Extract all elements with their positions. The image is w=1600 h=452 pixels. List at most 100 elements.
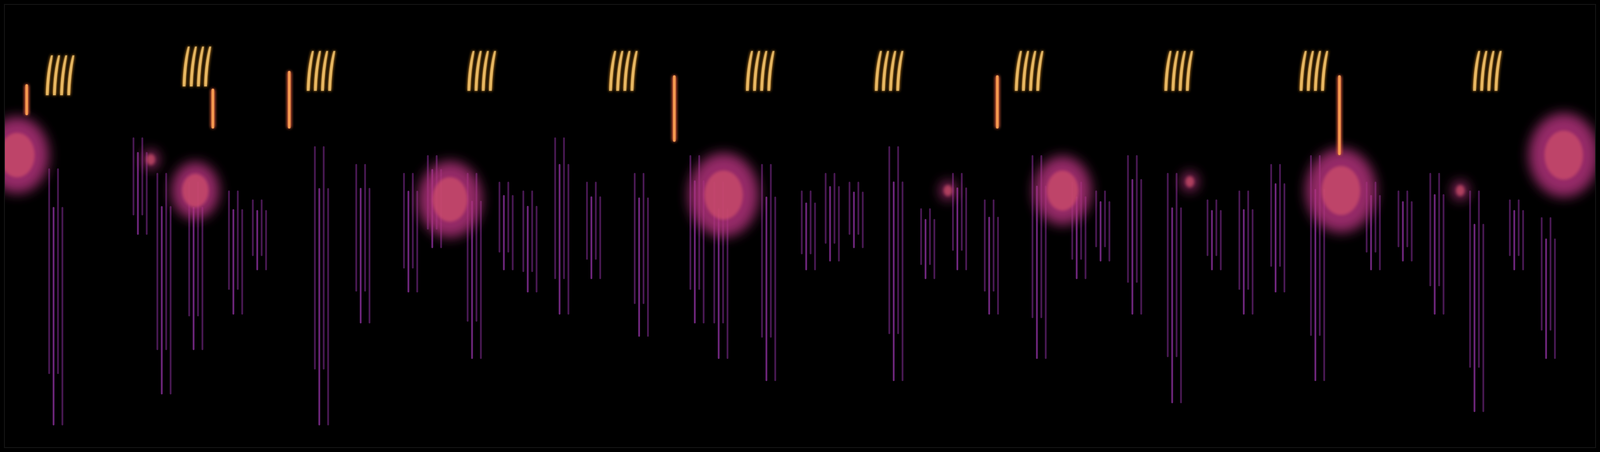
streak-line — [983, 199, 986, 292]
streak-line — [805, 202, 808, 271]
chirp-stroke — [767, 51, 775, 91]
chirp-core — [1178, 51, 1186, 91]
streak-line — [992, 199, 995, 292]
streak-line — [1242, 209, 1245, 315]
streak-line — [814, 202, 817, 271]
chirp-stroke — [328, 51, 336, 91]
streak-line — [1270, 164, 1273, 268]
streak-line — [498, 181, 501, 253]
streak-line — [801, 190, 803, 255]
chirp-stroke — [1178, 51, 1186, 91]
chirp-stroke — [1313, 51, 1322, 91]
streak-line — [1438, 173, 1441, 287]
chirp-stroke — [481, 51, 490, 91]
chirp-stroke — [1299, 51, 1307, 91]
streak-glow — [286, 71, 292, 129]
patch-core — [182, 173, 209, 208]
streak — [1270, 164, 1286, 293]
streak-line — [594, 181, 597, 260]
streak-line — [512, 195, 514, 271]
patch — [1306, 148, 1377, 233]
streak — [228, 190, 244, 315]
streak-line — [929, 208, 931, 266]
chirp-core — [630, 51, 638, 91]
streak-line — [165, 173, 168, 351]
streak — [24, 84, 29, 116]
streak-line — [322, 146, 325, 371]
streak — [1540, 217, 1556, 360]
patch-core — [432, 177, 468, 223]
streak-line — [416, 191, 418, 294]
streak-line — [1478, 190, 1480, 369]
streak — [983, 199, 999, 315]
streak-line — [192, 207, 195, 351]
streak — [132, 137, 148, 236]
patch-core — [1321, 166, 1361, 216]
streak-line — [1397, 190, 1400, 248]
background — [0, 0, 1600, 452]
streak — [1397, 190, 1413, 262]
chirp-stroke — [1494, 51, 1502, 91]
streak-line — [527, 206, 529, 293]
streak-line — [1035, 185, 1038, 360]
patch-core — [943, 184, 953, 196]
streak-line — [1517, 199, 1520, 257]
streak-line — [933, 218, 936, 280]
chirp-core — [1029, 51, 1037, 91]
chirp — [874, 51, 904, 91]
streak-line — [857, 181, 860, 236]
streak-line — [965, 187, 968, 271]
streak-line — [1401, 201, 1404, 262]
streak-line — [829, 186, 832, 262]
patch-core — [4, 132, 35, 178]
streak-line — [1469, 190, 1472, 369]
streak-line — [1103, 190, 1106, 248]
streak-line — [1215, 199, 1218, 257]
streak-line — [563, 137, 565, 280]
patch — [688, 153, 759, 238]
series-streak — [24, 71, 1342, 156]
streak-line — [988, 216, 991, 315]
streak-line — [232, 209, 235, 315]
chirp — [1299, 51, 1329, 91]
streak — [824, 173, 840, 262]
streak-line — [48, 168, 50, 375]
streak-line — [241, 209, 244, 315]
streak-line — [1279, 164, 1281, 268]
streak — [1469, 190, 1485, 413]
chirp-stroke — [467, 51, 475, 91]
patch — [171, 161, 220, 220]
patch-glow — [4, 116, 49, 194]
chirp-core — [1164, 51, 1172, 91]
streak-line — [1180, 207, 1183, 404]
streak — [1429, 173, 1445, 316]
chirp-stroke — [182, 46, 190, 87]
streak-line — [1219, 210, 1222, 271]
chirp-core — [760, 51, 768, 91]
chirp-stroke — [189, 46, 197, 87]
streak-core — [1338, 75, 1341, 156]
streak-line — [1136, 155, 1138, 283]
chirp-core — [52, 55, 61, 96]
streak-line — [956, 187, 959, 271]
chirp-core — [328, 51, 336, 91]
chirp-core — [609, 51, 617, 91]
streak — [888, 146, 904, 382]
patch — [1528, 113, 1596, 198]
patch-core — [146, 154, 156, 166]
patch — [4, 116, 49, 194]
chirp-stroke — [1171, 51, 1179, 91]
chirp — [45, 55, 75, 96]
streak-line — [833, 173, 836, 245]
chirp-stroke — [67, 55, 75, 96]
chirp-stroke — [1164, 51, 1172, 91]
chirp-stroke — [874, 51, 882, 91]
patch-glow — [1528, 113, 1596, 198]
plot-frame — [4, 4, 1596, 448]
streak-line — [1549, 217, 1552, 331]
chirp-stroke — [60, 55, 68, 96]
streak — [156, 173, 172, 396]
chirp-core — [182, 46, 190, 87]
streak-core — [287, 71, 291, 129]
chirp — [609, 51, 638, 91]
